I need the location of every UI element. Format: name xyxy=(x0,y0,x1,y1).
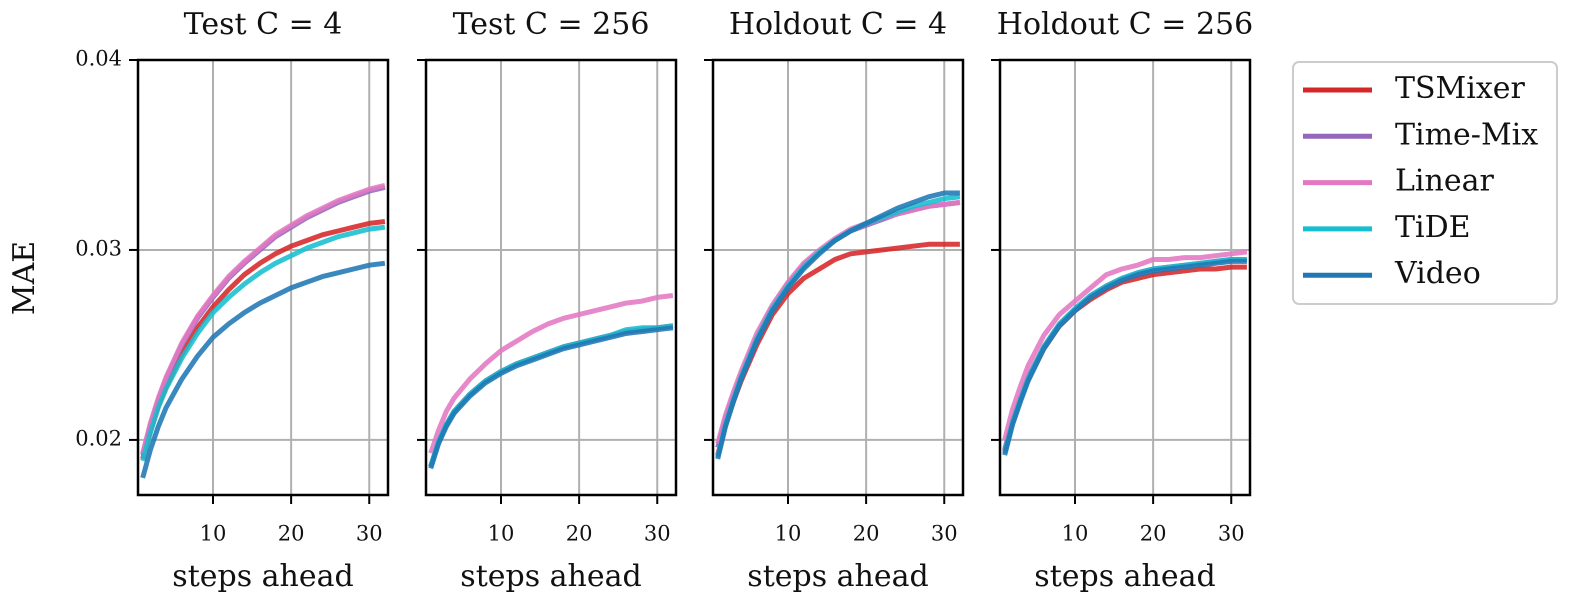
subplot: 0.02 0.03 0.04 10 20 30 Test C = 4 steps ahead M… xyxy=(7,7,390,594)
legend-frame xyxy=(1292,61,1558,305)
subplot-title: Test C = 4 xyxy=(184,7,343,42)
x-tick-label: 10 xyxy=(775,522,802,546)
series-line xyxy=(140,260,386,479)
series-line xyxy=(715,190,960,460)
x-axis-label: steps ahead xyxy=(172,559,353,594)
x-tick-label: 10 xyxy=(1062,522,1089,546)
y-tick-label: 0.02 xyxy=(75,426,122,450)
series-line xyxy=(140,224,386,462)
legend-label: TSMixer xyxy=(1395,71,1526,106)
subplot: 10 20 30 Holdout C = 4 steps ahead xyxy=(704,7,965,594)
series-line xyxy=(1002,258,1247,456)
y-tick-label: 0.04 xyxy=(75,47,122,71)
x-tick-label: 20 xyxy=(1140,522,1167,546)
x-tick-label: 10 xyxy=(488,522,515,546)
x-tick-label: 20 xyxy=(566,522,593,546)
axes-frame xyxy=(424,58,678,497)
legend: TSMixer Time-Mix Linear TiDE Video xyxy=(1292,61,1558,305)
legend-label: Linear xyxy=(1395,164,1494,199)
axes-frame xyxy=(711,58,965,497)
subplot-title: Holdout C = 256 xyxy=(997,7,1253,42)
x-axis-label: steps ahead xyxy=(1034,559,1215,594)
x-tick-label: 20 xyxy=(278,522,305,546)
x-axis-label: steps ahead xyxy=(460,559,641,594)
x-tick-label: 30 xyxy=(356,522,383,546)
subplot: 10 20 30 Holdout C = 256 steps ahead xyxy=(991,7,1253,594)
x-axis-label: steps ahead xyxy=(747,559,928,594)
series-line xyxy=(140,219,386,460)
legend-label: TiDE xyxy=(1395,210,1471,245)
y-axis-label: MAE xyxy=(7,241,42,315)
x-tick-label: 10 xyxy=(200,522,227,546)
x-tick-label: 30 xyxy=(644,522,671,546)
x-tick-label: 30 xyxy=(1218,522,1245,546)
legend-label: Time-Mix xyxy=(1395,117,1538,152)
x-tick-label: 30 xyxy=(931,522,958,546)
y-tick-label: 0.03 xyxy=(75,236,122,260)
legend-label: Video xyxy=(1394,256,1481,291)
subplot-title: Holdout C = 4 xyxy=(729,7,947,42)
axes-frame xyxy=(998,58,1252,497)
series-line xyxy=(1002,249,1248,441)
x-tick-label: 20 xyxy=(853,522,880,546)
series-line xyxy=(140,182,386,454)
axes-frame xyxy=(136,58,390,497)
subplot-title: Test C = 256 xyxy=(453,7,650,42)
subplot: 10 20 30 Test C = 256 steps ahead xyxy=(417,7,678,594)
series-line xyxy=(428,325,674,470)
series-line xyxy=(428,293,674,455)
